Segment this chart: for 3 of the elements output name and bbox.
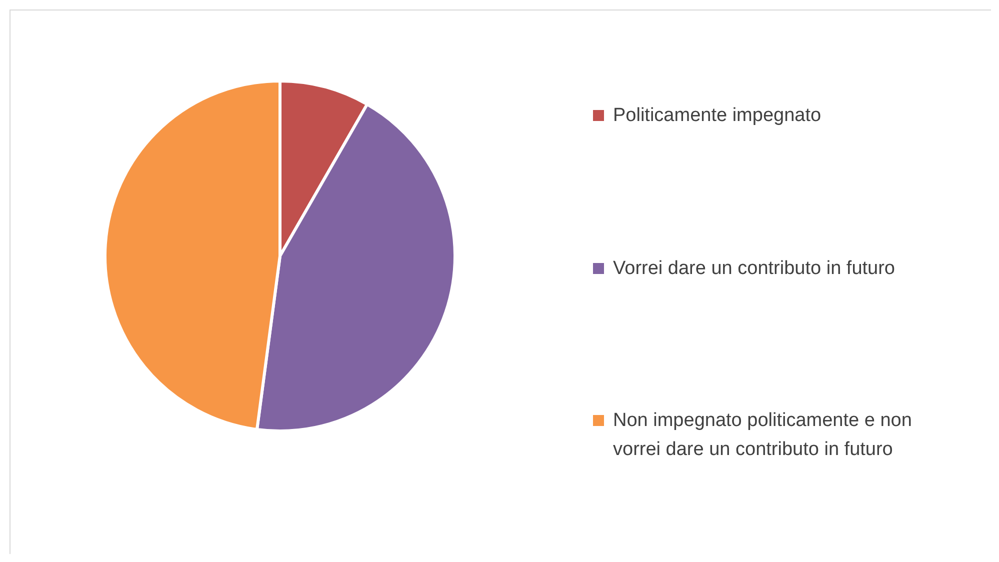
- legend-label: Politicamente impegnato: [613, 105, 822, 126]
- legend-label: Non impegnato politicamente e non vorrei dare un contributo in futuro: [613, 410, 912, 460]
- legend-label: Vorrei dare un contributo in futuro: [613, 258, 896, 280]
